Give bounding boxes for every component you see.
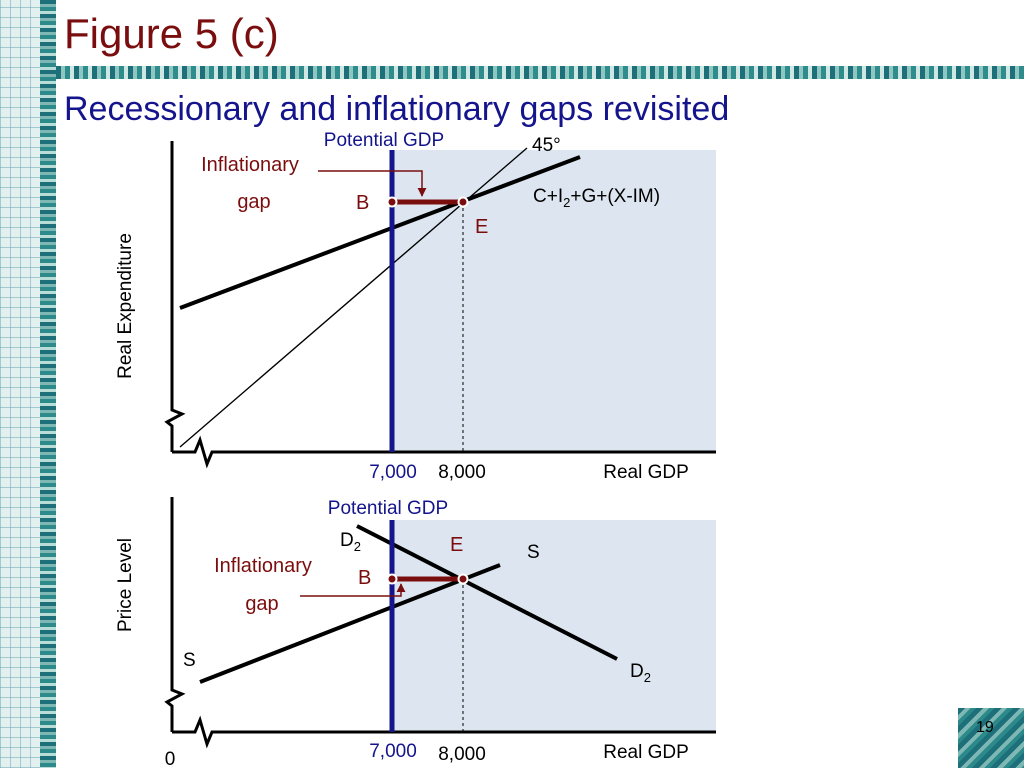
corner-decoration — [958, 708, 1024, 768]
chart1-point-b — [386, 196, 398, 208]
chart2-gap-label-line2: gap — [245, 593, 278, 615]
chart2-demand-label-bottom-subscript: 2 — [644, 670, 651, 685]
chart2-point-e-label: E — [450, 534, 463, 556]
chart2-x-axis — [172, 715, 716, 749]
chart1-point-e-label: E — [475, 216, 488, 238]
chart2-point-e — [457, 573, 469, 585]
chart2-demand-label-top: D2 — [340, 530, 361, 554]
chart1-point-e — [457, 196, 469, 208]
page-title: Figure 5 (c) — [64, 10, 279, 57]
chart1-expenditure-label-part1: C+I — [533, 186, 563, 207]
chart2-x-tick-8000: 8,000 — [438, 744, 486, 765]
chart1-gap-arrow — [318, 170, 427, 197]
chart2-y-axis-label: Price Level — [115, 538, 136, 632]
page-number: 19 — [976, 719, 994, 736]
chart2-demand-label-top-letter: D — [340, 530, 354, 551]
left-edge-decoration — [40, 0, 56, 768]
chart2-supply-label-bottom: S — [183, 650, 196, 671]
chart1-y-axis-label: Real Expenditure — [115, 233, 136, 379]
chart2-gap-arrow — [300, 583, 406, 597]
chart2-x-tick-7000: 7,000 — [369, 741, 417, 762]
chart1-expenditure-label-part2: +G+(X-IM) — [570, 186, 660, 207]
chart2-point-b — [386, 573, 398, 585]
price-level-chart: Inflationary gap B E Potential GDP D2 D2… — [115, 497, 716, 768]
chart1-y-axis — [164, 141, 186, 452]
chart1-potential-gdp-label: Potential GDP — [324, 130, 444, 151]
chart2-supply-label-top: S — [527, 542, 540, 563]
chart2-demand-label-top-subscript: 2 — [354, 539, 361, 554]
chart1-gap-label-line2: gap — [237, 191, 270, 213]
chart1-expenditure-line — [179, 155, 581, 310]
chart2-origin-label: 0 — [165, 749, 176, 768]
chart1-expenditure-label: C+I2+G+(X-IM) — [533, 186, 660, 210]
chart1-x-tick-8000: 8,000 — [438, 462, 486, 483]
chart1-x-axis — [172, 435, 716, 469]
chart2-supply-curve — [199, 563, 501, 684]
page-subtitle: Recessionary and inflationary gaps revis… — [64, 90, 730, 128]
chart2-point-b-label: B — [358, 567, 371, 589]
chart1-expenditure-label-subscript: 2 — [563, 195, 570, 210]
chart2-demand-label-bottom: D2 — [630, 661, 651, 685]
chart1-x-axis-label: Real GDP — [603, 462, 689, 483]
chart1-x-tick-7000: 7,000 — [369, 462, 417, 483]
chart2-y-axis — [164, 497, 186, 732]
chart1-gap-label-line1: Inflationary — [201, 154, 299, 176]
chart2-demand-label-bottom-letter: D — [630, 661, 644, 682]
chart2-potential-gdp-label: Potential GDP — [328, 498, 448, 519]
chart2-x-axis-label: Real GDP — [603, 742, 689, 763]
title-divider-band — [56, 66, 1024, 79]
chart1-45-degree-label: 45° — [532, 135, 561, 156]
chart2-demand-curve — [356, 524, 618, 661]
expenditure-chart: Inflationary gap B E Potential GDP 45° C… — [115, 130, 716, 483]
chart1-point-b-label: B — [356, 192, 369, 214]
chart2-gap-label-line1: Inflationary — [214, 555, 312, 577]
